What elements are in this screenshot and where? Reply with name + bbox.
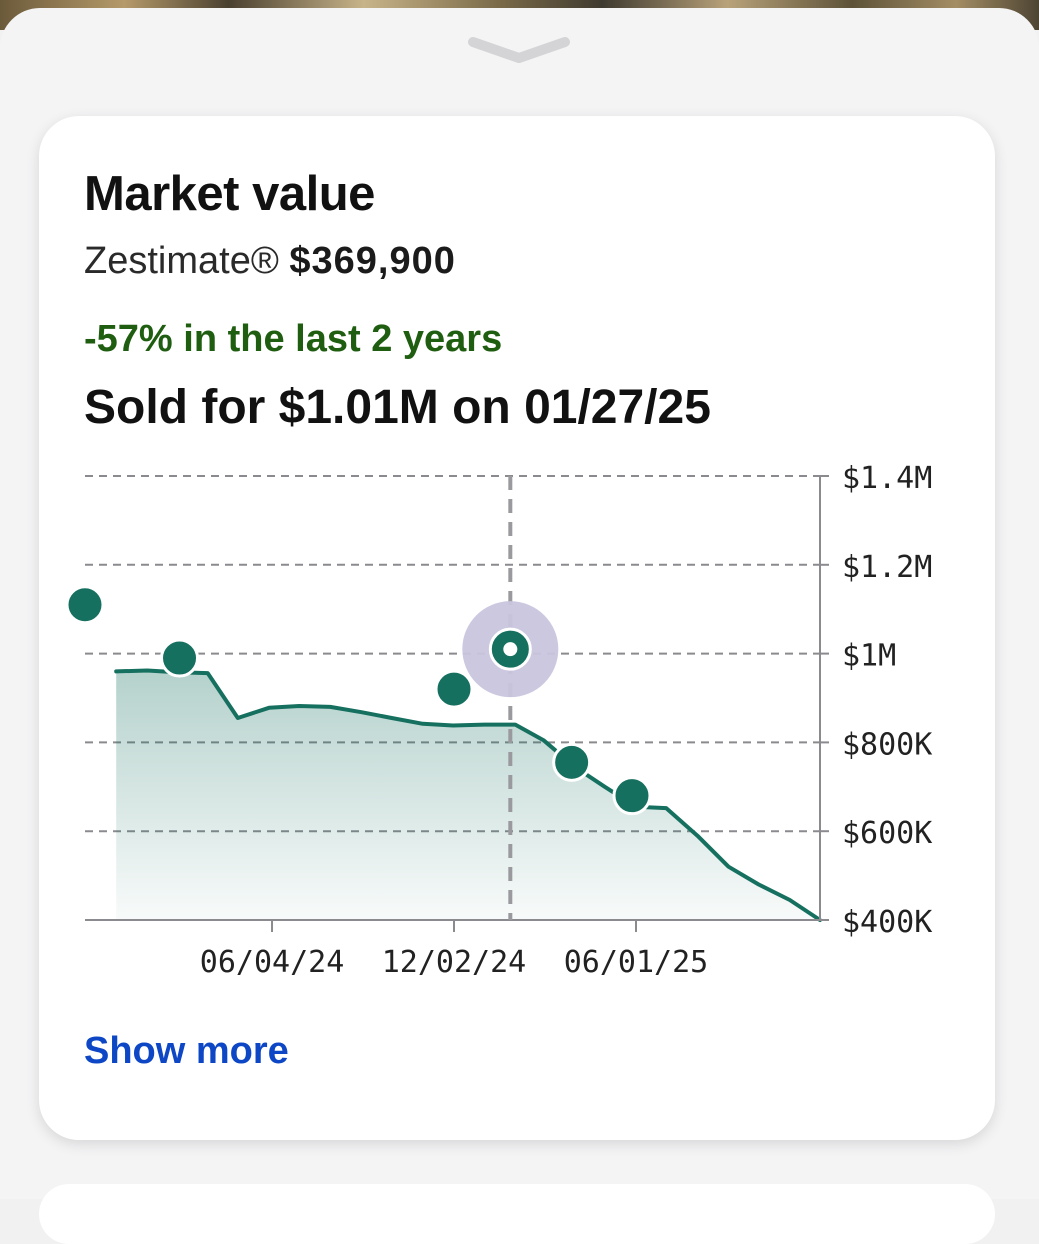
zestimate-value: $369,900	[289, 240, 456, 282]
x-tick-label: 12/02/24	[382, 945, 527, 980]
value-change-text: -57% in the last 2 years	[84, 318, 503, 360]
sold-summary: Sold for $1.01M on 01/27/25	[84, 381, 711, 434]
collapse-chevron-icon[interactable]	[467, 32, 571, 66]
event-marker[interactable]	[612, 776, 652, 816]
y-tick-label: $1.2M	[842, 550, 932, 585]
y-tick-label: $600K	[842, 816, 932, 851]
event-marker[interactable]	[65, 585, 105, 625]
market-value-chart[interactable]: $1.4M $1.2M $1M $800K $600K $400K 06/04/24 12/0…	[0, 0, 1039, 1000]
value-line	[114, 668, 822, 922]
event-marker[interactable]	[552, 742, 592, 782]
selected-event-center	[503, 642, 518, 657]
card-title: Market value	[84, 167, 375, 221]
x-tick-label: 06/04/24	[200, 945, 345, 980]
zestimate-label: Zestimate®	[84, 240, 279, 282]
event-marker[interactable]	[434, 669, 474, 709]
y-tick-label: $1.4M	[842, 461, 932, 496]
event-marker[interactable]	[160, 638, 200, 678]
y-tick-label: $800K	[842, 727, 932, 762]
y-tick-label: $400K	[842, 905, 932, 940]
value-area	[116, 670, 820, 920]
x-tick-label: 06/01/25	[564, 945, 709, 980]
next-card	[39, 1184, 995, 1244]
zestimate-line: Zestimate® $369,900	[84, 240, 456, 283]
y-tick-label: $1M	[842, 639, 896, 674]
show-more-link[interactable]: Show more	[84, 1030, 289, 1072]
